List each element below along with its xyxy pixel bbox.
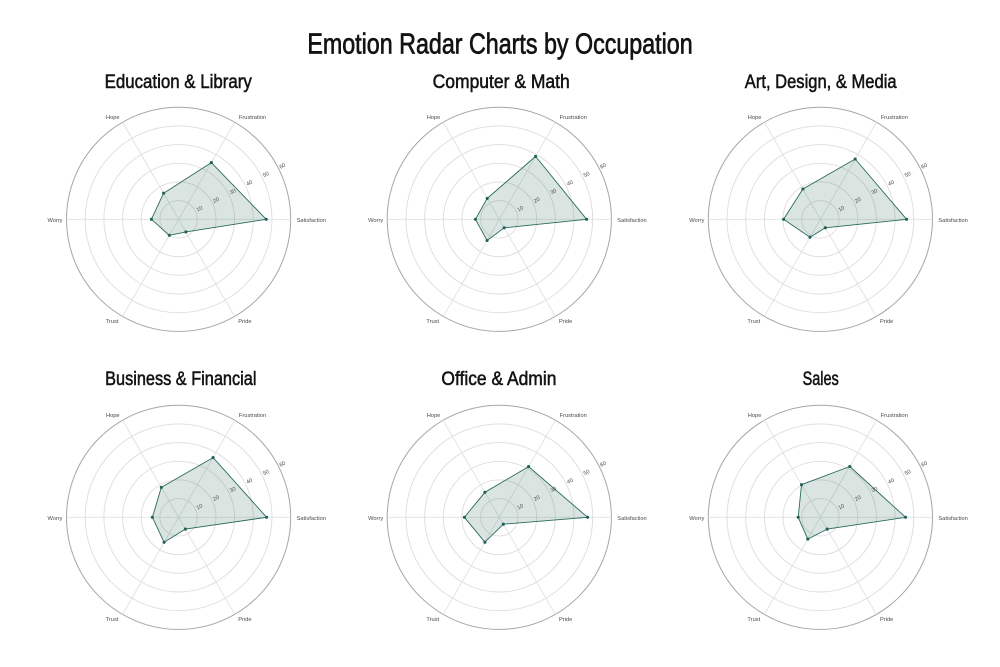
svg-text:40: 40	[887, 478, 895, 486]
svg-text:Trust: Trust	[426, 319, 439, 325]
svg-text:Hope: Hope	[106, 115, 120, 121]
svg-text:30: 30	[229, 188, 237, 196]
svg-text:Business & Financial: Business & Financial	[105, 368, 256, 390]
svg-text:30: 30	[871, 486, 879, 494]
svg-text:10: 10	[516, 205, 524, 213]
svg-text:Worry: Worry	[47, 218, 62, 224]
svg-text:10: 10	[838, 503, 846, 511]
svg-text:Pride: Pride	[880, 617, 893, 623]
svg-text:Trust: Trust	[106, 617, 119, 623]
svg-text:Satisfaction: Satisfaction	[297, 218, 326, 224]
svg-text:50: 50	[904, 469, 912, 477]
svg-text:Frustration: Frustration	[239, 115, 266, 121]
svg-text:50: 50	[262, 171, 270, 179]
svg-text:Hope: Hope	[427, 115, 441, 121]
svg-text:60: 60	[279, 163, 287, 171]
svg-text:Frustration: Frustration	[560, 115, 587, 121]
svg-text:60: 60	[599, 163, 607, 171]
svg-text:Frustration: Frustration	[881, 413, 908, 419]
svg-text:20: 20	[212, 495, 220, 503]
svg-text:Worry: Worry	[689, 516, 704, 522]
svg-text:Sales: Sales	[803, 368, 839, 390]
svg-text:Worry: Worry	[368, 516, 383, 522]
svg-text:Worry: Worry	[689, 218, 704, 224]
svg-text:50: 50	[583, 171, 591, 179]
svg-text:Pride: Pride	[238, 617, 251, 623]
svg-text:60: 60	[599, 461, 607, 469]
svg-text:40: 40	[246, 478, 254, 486]
svg-text:Office & Admin: Office & Admin	[441, 368, 556, 390]
svg-text:40: 40	[566, 180, 574, 188]
svg-text:60: 60	[920, 163, 928, 171]
svg-text:Satisfaction: Satisfaction	[938, 218, 967, 224]
svg-text:Frustration: Frustration	[239, 413, 266, 419]
svg-text:50: 50	[262, 469, 270, 477]
svg-text:40: 40	[887, 180, 895, 188]
svg-text:40: 40	[566, 478, 574, 486]
svg-text:Computer & Math: Computer & Math	[433, 71, 570, 93]
svg-text:30: 30	[550, 188, 558, 196]
svg-text:Hope: Hope	[427, 413, 441, 419]
svg-text:20: 20	[854, 197, 862, 205]
svg-text:60: 60	[920, 461, 928, 469]
svg-text:Trust: Trust	[106, 319, 119, 325]
svg-text:Pride: Pride	[559, 319, 572, 325]
svg-text:50: 50	[904, 171, 912, 179]
svg-text:10: 10	[838, 205, 846, 213]
svg-text:Hope: Hope	[748, 115, 762, 121]
svg-text:50: 50	[583, 469, 591, 477]
svg-text:Worry: Worry	[47, 516, 62, 522]
svg-text:20: 20	[212, 197, 220, 205]
svg-text:Frustration: Frustration	[881, 115, 908, 121]
svg-text:Pride: Pride	[880, 319, 893, 325]
svg-text:Pride: Pride	[238, 319, 251, 325]
svg-text:40: 40	[246, 180, 254, 188]
svg-text:Trust: Trust	[747, 319, 760, 325]
svg-text:20: 20	[533, 495, 541, 503]
svg-text:20: 20	[533, 197, 541, 205]
svg-text:Trust: Trust	[426, 617, 439, 623]
svg-text:30: 30	[871, 188, 879, 196]
svg-text:Trust: Trust	[747, 617, 760, 623]
svg-text:Hope: Hope	[748, 413, 762, 419]
svg-text:Emotion Radar Charts by Occupa: Emotion Radar Charts by Occupation	[307, 29, 692, 61]
svg-text:Hope: Hope	[106, 413, 120, 419]
svg-text:60: 60	[279, 461, 287, 469]
svg-text:Frustration: Frustration	[560, 413, 587, 419]
svg-text:30: 30	[229, 486, 237, 494]
svg-text:10: 10	[196, 503, 204, 511]
svg-text:10: 10	[196, 205, 204, 213]
svg-text:Pride: Pride	[559, 617, 572, 623]
svg-text:20: 20	[854, 495, 862, 503]
svg-text:Satisfaction: Satisfaction	[617, 218, 646, 224]
svg-text:Satisfaction: Satisfaction	[297, 516, 326, 522]
svg-text:Worry: Worry	[368, 218, 383, 224]
svg-text:30: 30	[550, 486, 558, 494]
svg-text:10: 10	[516, 503, 524, 511]
svg-text:Art, Design, & Media: Art, Design, & Media	[745, 71, 897, 93]
svg-text:Satisfaction: Satisfaction	[938, 516, 967, 522]
svg-text:Education & Library: Education & Library	[105, 71, 252, 93]
svg-text:Satisfaction: Satisfaction	[617, 516, 646, 522]
